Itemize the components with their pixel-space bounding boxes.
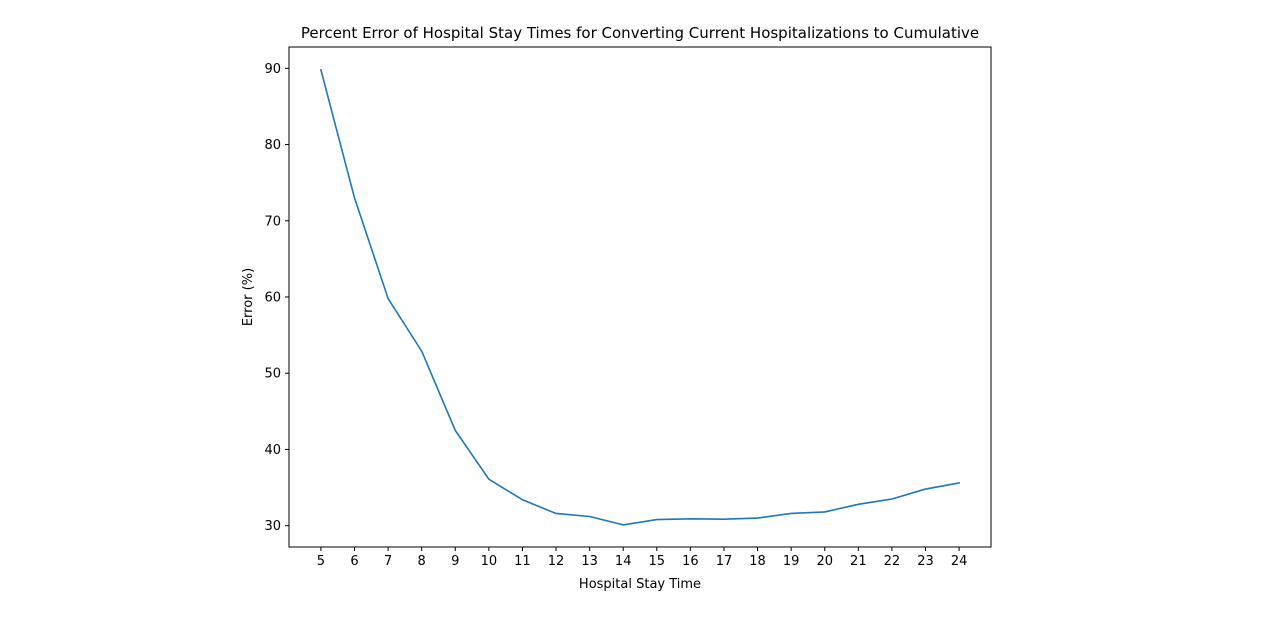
data-point: [790, 513, 792, 515]
x-tick-label: 18: [749, 554, 766, 569]
y-tick-label: 70: [264, 214, 281, 229]
y-tick-label: 30: [264, 519, 281, 534]
x-axis: 5 6 7 8 9 10 11 12 13 14 15 16 17 18 19 20 21 22 23 24: [317, 547, 968, 569]
y-tick-label: 50: [264, 367, 281, 382]
data-point: [354, 197, 356, 199]
y-axis: 30 40 50 60 70 80 90: [264, 62, 289, 534]
data-point: [723, 518, 725, 520]
data-point: [622, 524, 624, 526]
x-tick-label: 21: [850, 554, 867, 569]
x-tick-label: 14: [615, 554, 632, 569]
x-tick-label: 11: [514, 554, 531, 569]
x-tick-label: 10: [481, 554, 498, 569]
series-line: [319, 68, 961, 526]
data-point: [488, 478, 490, 480]
x-tick-label: 20: [816, 554, 833, 569]
data-point: [925, 488, 927, 490]
data-point: [656, 519, 658, 521]
plot-area: 5 6 7 8 9 10 11 12 13 14 15 16 17 18 19 20 21 22 23 24 30 40…: [264, 46, 992, 569]
y-axis-label: Error (%): [241, 268, 256, 326]
data-point: [555, 513, 557, 515]
data-point: [589, 516, 591, 518]
x-tick-label: 19: [783, 554, 800, 569]
x-tick-label: 15: [649, 554, 666, 569]
data-point: [690, 518, 692, 520]
data-point: [454, 430, 456, 432]
x-tick-label: 12: [548, 554, 565, 569]
data-point: [757, 517, 759, 519]
y-tick-label: 60: [264, 291, 281, 306]
data-point: [891, 498, 893, 500]
y-tick-label: 40: [264, 443, 281, 458]
y-tick-label: 80: [264, 138, 281, 153]
x-tick-label: 23: [917, 554, 934, 569]
x-tick-label: 24: [951, 554, 968, 569]
data-point: [858, 504, 860, 506]
x-tick-label: 17: [716, 554, 733, 569]
series-layer: [319, 68, 961, 526]
data-point: [387, 298, 389, 300]
x-tick-label: 13: [581, 554, 598, 569]
x-tick-label: 7: [384, 554, 392, 569]
x-tick-label: 5: [317, 554, 325, 569]
data-point: [958, 482, 960, 484]
data-point: [421, 350, 423, 352]
x-tick-label: 16: [682, 554, 699, 569]
data-point: [320, 69, 322, 71]
x-tick-label: 9: [451, 554, 459, 569]
data-point: [824, 511, 826, 513]
x-tick-label: 6: [350, 554, 358, 569]
x-tick-label: 8: [418, 554, 426, 569]
y-tick-label: 90: [264, 62, 281, 77]
x-axis-label: Hospital Stay Time: [579, 577, 701, 592]
data-point: [522, 499, 524, 501]
chart-title: Percent Error of Hospital Stay Times for…: [301, 24, 979, 42]
x-tick-label: 22: [884, 554, 901, 569]
